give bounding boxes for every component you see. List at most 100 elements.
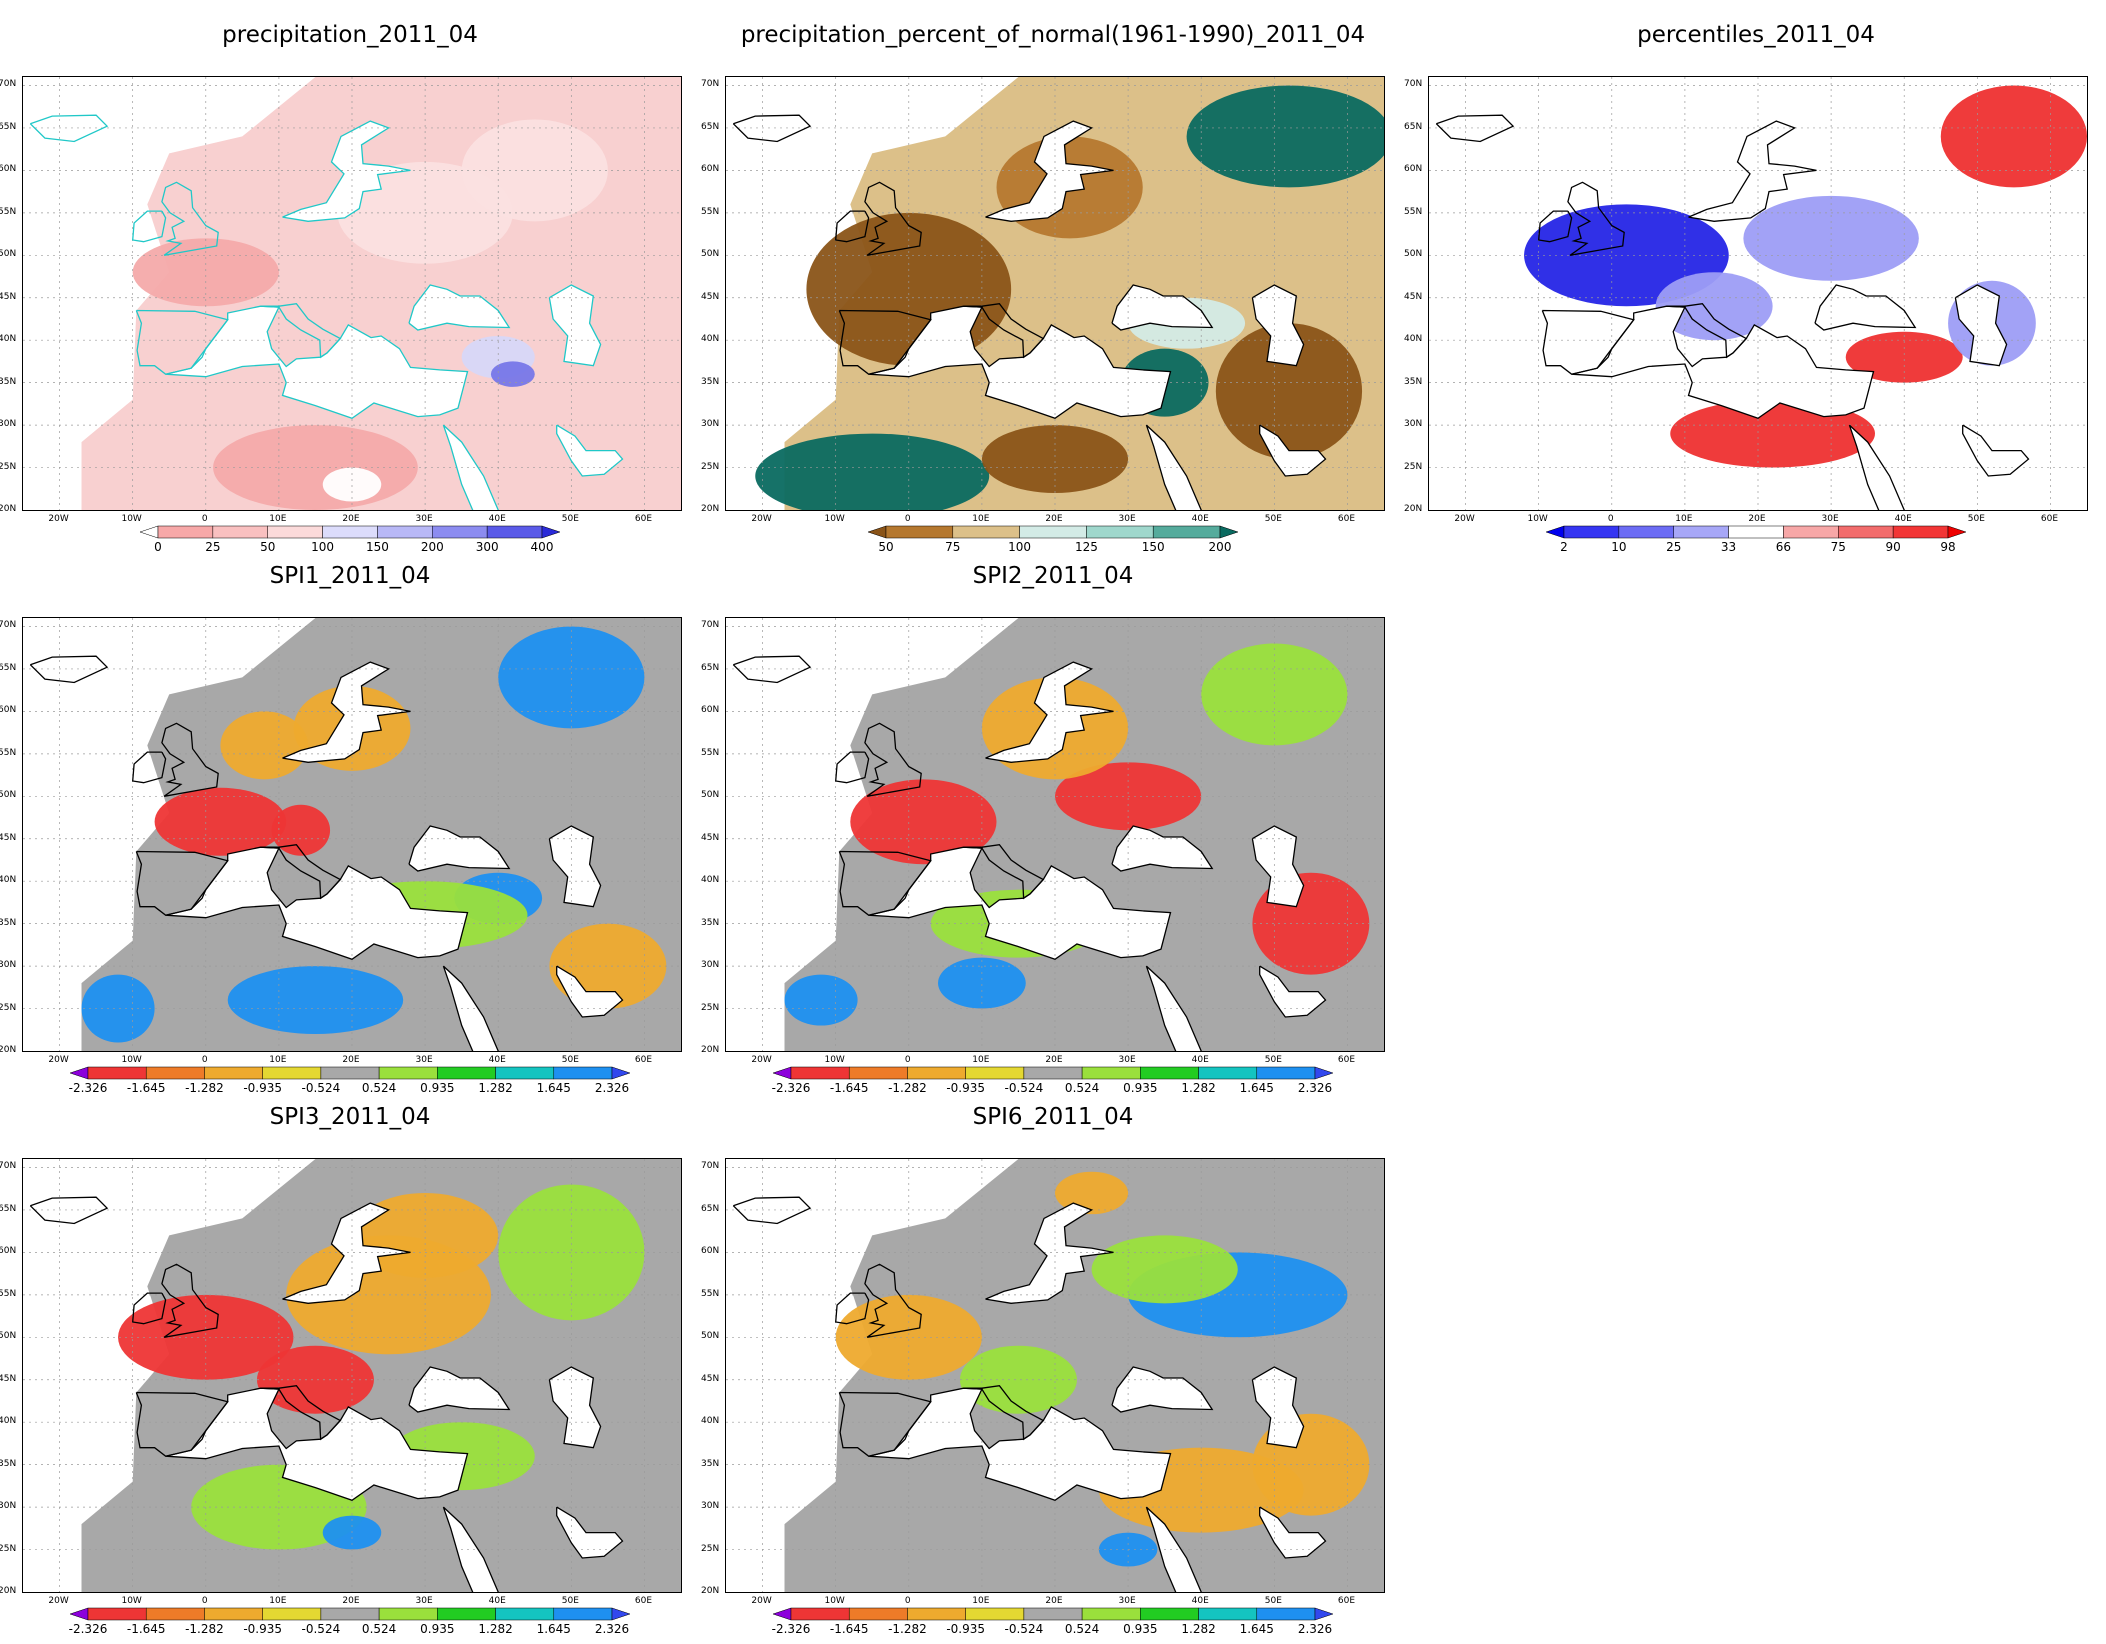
lon-label: 20W bbox=[48, 1596, 69, 1606]
coastline bbox=[1259, 424, 1327, 477]
water-body bbox=[165, 306, 468, 419]
panel-title: SPI2_2011_04 bbox=[972, 563, 1134, 589]
lon-label: 60E bbox=[1337, 1055, 1356, 1065]
coastline bbox=[985, 120, 1114, 222]
lon-label: 10W bbox=[121, 1055, 142, 1065]
colorbar-graphic bbox=[69, 1607, 631, 1621]
lon-label: 10E bbox=[269, 514, 287, 524]
lat-label: 50N bbox=[701, 790, 720, 801]
lon-label: 20E bbox=[342, 514, 360, 524]
lon-label: 10E bbox=[972, 1055, 990, 1065]
lat-label: 35N bbox=[0, 1458, 17, 1469]
map-percent-of-normal bbox=[725, 76, 1385, 511]
coastline bbox=[165, 1387, 469, 1502]
lat-label: 25N bbox=[0, 1543, 17, 1554]
coastline bbox=[1814, 284, 1917, 331]
lat-label: 45N bbox=[0, 1373, 17, 1384]
coastline bbox=[556, 965, 624, 1018]
map-canvas bbox=[726, 618, 1384, 1051]
water-body bbox=[409, 285, 510, 330]
colorbar-percentiles bbox=[1545, 525, 1967, 539]
colorbar-label: 0.524 bbox=[361, 1622, 397, 1636]
colorbar-label: -1.282 bbox=[185, 1622, 224, 1636]
coastline bbox=[1259, 1506, 1327, 1559]
lat-label: 25N bbox=[0, 461, 17, 472]
colorbar-label: -1.645 bbox=[829, 1081, 869, 1095]
lon-label: 20W bbox=[751, 1055, 772, 1065]
water-body bbox=[549, 1367, 601, 1448]
colorbar-segment bbox=[553, 1607, 613, 1621]
lon-label: 40E bbox=[1191, 514, 1209, 524]
colorbar-label: 0.935 bbox=[420, 1622, 455, 1636]
coastline bbox=[1962, 424, 2030, 477]
colorbar-segment bbox=[790, 1066, 850, 1080]
anomaly-region bbox=[784, 974, 858, 1026]
water-body bbox=[549, 285, 601, 366]
colorbar-label: 1.282 bbox=[1181, 1081, 1216, 1095]
colorbar-arrow-high bbox=[1947, 525, 1967, 539]
lat-label: 65N bbox=[0, 121, 17, 132]
lat-label: 20N bbox=[0, 504, 17, 514]
colorbar-label: 0.524 bbox=[1064, 1081, 1100, 1095]
water-body bbox=[985, 121, 1114, 222]
colorbar-segment bbox=[965, 1607, 1025, 1621]
coastline bbox=[1251, 1366, 1305, 1449]
water-body bbox=[868, 847, 1171, 960]
colorbar-arrow-high bbox=[1219, 525, 1239, 539]
lat-label: 30N bbox=[701, 419, 720, 430]
lon-label: 10W bbox=[121, 1596, 142, 1606]
coastline bbox=[1111, 1366, 1214, 1413]
water-body bbox=[1146, 425, 1202, 510]
colorbar-label: -2.326 bbox=[68, 1081, 108, 1095]
colorbar-segment bbox=[157, 525, 214, 539]
panel-percentiles: percentiles_2011_04 70N 65N 60N 55N 50N 45N 40… bbox=[1404, 22, 2106, 562]
colorbar-label: 1.645 bbox=[1239, 1081, 1274, 1095]
lat-label: 55N bbox=[0, 206, 17, 217]
lat-label: 70N bbox=[701, 1161, 720, 1172]
lon-label: 10E bbox=[1675, 514, 1693, 524]
coastline bbox=[408, 284, 511, 331]
water-body bbox=[1146, 966, 1202, 1051]
colorbar-spi2 bbox=[772, 1066, 1334, 1080]
lat-label: 25N bbox=[0, 1002, 17, 1013]
coastline bbox=[868, 846, 1172, 961]
lon-label: 20W bbox=[751, 1596, 772, 1606]
colorbar-arrow-low bbox=[772, 1607, 792, 1621]
lat-label: 35N bbox=[701, 376, 720, 387]
anomaly-region bbox=[1091, 1235, 1238, 1304]
colorbar-label: 25 bbox=[1666, 540, 1682, 554]
colorbar-precipitation bbox=[139, 525, 561, 539]
colorbar-segment bbox=[87, 1066, 147, 1080]
lat-label: 70N bbox=[0, 620, 17, 631]
lon-label: 40E bbox=[488, 1596, 506, 1606]
lat-label: 30N bbox=[701, 1501, 720, 1512]
colorbar-segment bbox=[1563, 525, 1620, 539]
coastline bbox=[864, 1263, 922, 1338]
colorbar-label: 10 bbox=[1611, 540, 1627, 554]
water-body bbox=[1112, 1367, 1213, 1412]
colorbar-arrow-high bbox=[541, 525, 561, 539]
coastline bbox=[1251, 284, 1305, 367]
water-body bbox=[868, 1388, 1171, 1501]
colorbar-label: 0.524 bbox=[361, 1081, 397, 1095]
lat-label: 20N bbox=[701, 1045, 720, 1055]
atlantic-ocean bbox=[23, 1159, 316, 1592]
lat-label: 20N bbox=[701, 504, 720, 514]
colorbar-arrow-high bbox=[611, 1607, 631, 1621]
colorbar-label: -2.326 bbox=[771, 1622, 811, 1636]
lon-label: 20E bbox=[1045, 1596, 1063, 1606]
map-canvas bbox=[23, 1159, 681, 1592]
colorbar-label: -0.935 bbox=[946, 1081, 985, 1095]
water-body bbox=[1849, 425, 1905, 510]
colorbar-label: -1.282 bbox=[185, 1081, 224, 1095]
lat-label: 35N bbox=[1404, 376, 1423, 387]
lon-label: 50E bbox=[1264, 514, 1282, 524]
map-canvas bbox=[23, 77, 681, 510]
lon-label: 60E bbox=[2040, 514, 2059, 524]
anomaly-region bbox=[132, 238, 279, 307]
colorbar-label: 1.645 bbox=[1239, 1622, 1274, 1636]
lon-label: 40E bbox=[488, 1055, 506, 1065]
colorbar-segment bbox=[952, 525, 1020, 539]
map-percentiles bbox=[1428, 76, 2088, 511]
colorbar-segment bbox=[553, 1066, 613, 1080]
